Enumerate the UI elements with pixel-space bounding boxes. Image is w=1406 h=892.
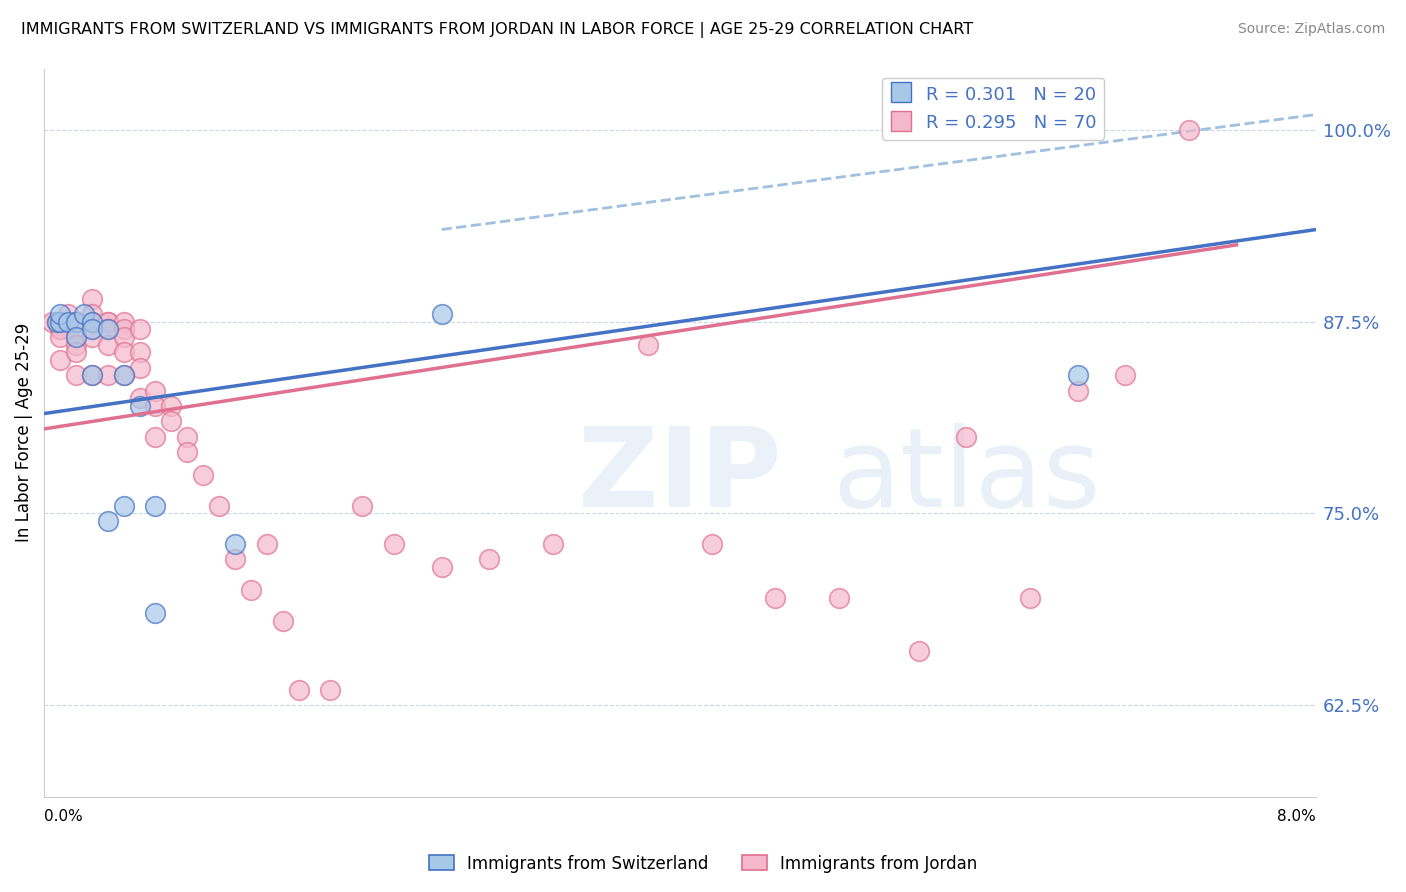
Point [65, 314, 87, 328]
Point [80, 314, 103, 328]
Text: atlas: atlas [832, 423, 1101, 530]
Point [97, 314, 120, 328]
Point [49, 307, 72, 321]
Point [287, 682, 309, 697]
Point [65, 314, 87, 328]
Point [191, 467, 214, 482]
Point [271, 614, 294, 628]
Point [907, 644, 929, 658]
Point [352, 499, 374, 513]
Point [65, 314, 87, 328]
Point [160, 399, 183, 413]
Point [208, 499, 231, 513]
Point [56, 307, 79, 321]
Point [765, 591, 787, 605]
Point [49, 314, 72, 328]
Point [80, 307, 103, 321]
Point [112, 314, 135, 328]
Point [1018, 591, 1040, 605]
Point [97, 314, 120, 328]
Point [41, 314, 63, 328]
Point [49, 314, 72, 328]
Point [49, 314, 72, 328]
Point [45, 314, 67, 328]
Legend: Immigrants from Switzerland, Immigrants from Jordan: Immigrants from Switzerland, Immigrants … [422, 848, 984, 880]
Point [65, 368, 87, 383]
Text: 8.0%: 8.0% [1277, 809, 1316, 824]
Text: IMMIGRANTS FROM SWITZERLAND VS IMMIGRANTS FROM JORDAN IN LABOR FORCE | AGE 25-29: IMMIGRANTS FROM SWITZERLAND VS IMMIGRANT… [21, 22, 973, 38]
Point [112, 345, 135, 359]
Text: ZIP: ZIP [578, 423, 782, 530]
Point [430, 560, 453, 574]
Point [1178, 123, 1201, 137]
Point [128, 391, 150, 405]
Point [65, 322, 87, 336]
Point [700, 537, 723, 551]
Point [80, 314, 103, 328]
Point [478, 552, 501, 566]
Point [637, 337, 659, 351]
Point [224, 537, 246, 551]
Point [145, 399, 167, 413]
Point [224, 552, 246, 566]
Point [430, 307, 453, 321]
Point [112, 330, 135, 344]
Point [145, 384, 167, 398]
Point [541, 537, 564, 551]
Point [80, 314, 103, 328]
Point [97, 322, 120, 336]
Point [1066, 368, 1088, 383]
Point [49, 314, 72, 328]
Point [80, 368, 103, 383]
Point [97, 514, 120, 528]
Y-axis label: In Labor Force | Age 25-29: In Labor Force | Age 25-29 [15, 323, 32, 542]
Legend: R = 0.301   N = 20, R = 0.295   N = 70: R = 0.301 N = 20, R = 0.295 N = 70 [883, 78, 1104, 140]
Point [145, 499, 167, 513]
Point [73, 307, 96, 321]
Point [49, 322, 72, 336]
Point [45, 314, 67, 328]
Point [49, 322, 72, 336]
Point [49, 352, 72, 367]
Point [65, 330, 87, 344]
Point [1114, 368, 1136, 383]
Point [80, 368, 103, 383]
Point [112, 499, 135, 513]
Point [97, 322, 120, 336]
Point [382, 537, 405, 551]
Point [239, 582, 262, 597]
Point [176, 445, 198, 459]
Point [65, 337, 87, 351]
Point [128, 399, 150, 413]
Point [176, 429, 198, 443]
Point [319, 682, 342, 697]
Point [97, 368, 120, 383]
Point [80, 330, 103, 344]
Point [56, 314, 79, 328]
Point [112, 322, 135, 336]
Point [49, 330, 72, 344]
Point [112, 368, 135, 383]
Point [65, 314, 87, 328]
Point [65, 330, 87, 344]
Point [80, 292, 103, 306]
Point [128, 322, 150, 336]
Point [955, 429, 977, 443]
Point [828, 591, 851, 605]
Text: 0.0%: 0.0% [44, 809, 83, 824]
Point [97, 337, 120, 351]
Point [145, 606, 167, 620]
Point [49, 314, 72, 328]
Point [145, 429, 167, 443]
Point [160, 414, 183, 428]
Point [1066, 384, 1088, 398]
Point [256, 537, 278, 551]
Point [65, 345, 87, 359]
Point [128, 345, 150, 359]
Point [128, 360, 150, 375]
Point [112, 368, 135, 383]
Point [80, 322, 103, 336]
Text: Source: ZipAtlas.com: Source: ZipAtlas.com [1237, 22, 1385, 37]
Point [80, 322, 103, 336]
